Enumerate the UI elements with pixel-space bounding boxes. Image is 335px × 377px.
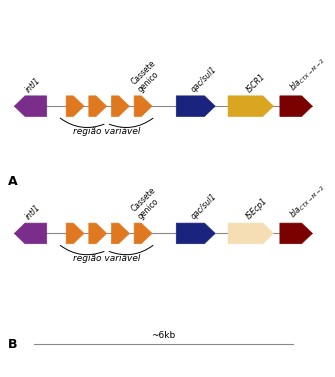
FancyArrow shape — [228, 96, 273, 116]
FancyArrow shape — [14, 96, 47, 116]
Text: ISCR1: ISCR1 — [245, 72, 267, 94]
Text: $bla_{CTX-M-2}$: $bla_{CTX-M-2}$ — [287, 54, 328, 94]
Text: intI1: intI1 — [24, 203, 43, 221]
FancyArrow shape — [66, 223, 84, 244]
FancyArrow shape — [280, 96, 312, 116]
Text: intI1: intI1 — [24, 75, 43, 94]
Text: Cassete
genico: Cassete genico — [129, 186, 164, 221]
FancyArrow shape — [280, 223, 312, 244]
FancyArrow shape — [176, 96, 215, 116]
Text: Cassete
genico: Cassete genico — [129, 59, 164, 94]
Text: região variável: região variável — [73, 254, 140, 263]
FancyArrow shape — [228, 223, 273, 244]
Text: qac/sul1: qac/sul1 — [189, 65, 218, 94]
FancyArrow shape — [134, 96, 152, 116]
Text: B: B — [8, 338, 17, 351]
FancyArrow shape — [134, 223, 152, 244]
FancyArrow shape — [89, 223, 107, 244]
FancyArrow shape — [89, 96, 107, 116]
FancyArrow shape — [112, 223, 129, 244]
FancyArrow shape — [176, 223, 215, 244]
FancyArrow shape — [66, 96, 84, 116]
Text: ISEcp1: ISEcp1 — [245, 196, 269, 221]
Text: qac/sul1: qac/sul1 — [189, 192, 218, 221]
FancyArrow shape — [14, 223, 47, 244]
Text: região variável: região variável — [73, 127, 140, 136]
FancyArrow shape — [112, 96, 129, 116]
Text: A: A — [8, 175, 17, 188]
Text: ~6kb: ~6kb — [151, 331, 176, 340]
Text: $bla_{CTX-M-2}$: $bla_{CTX-M-2}$ — [287, 181, 328, 221]
